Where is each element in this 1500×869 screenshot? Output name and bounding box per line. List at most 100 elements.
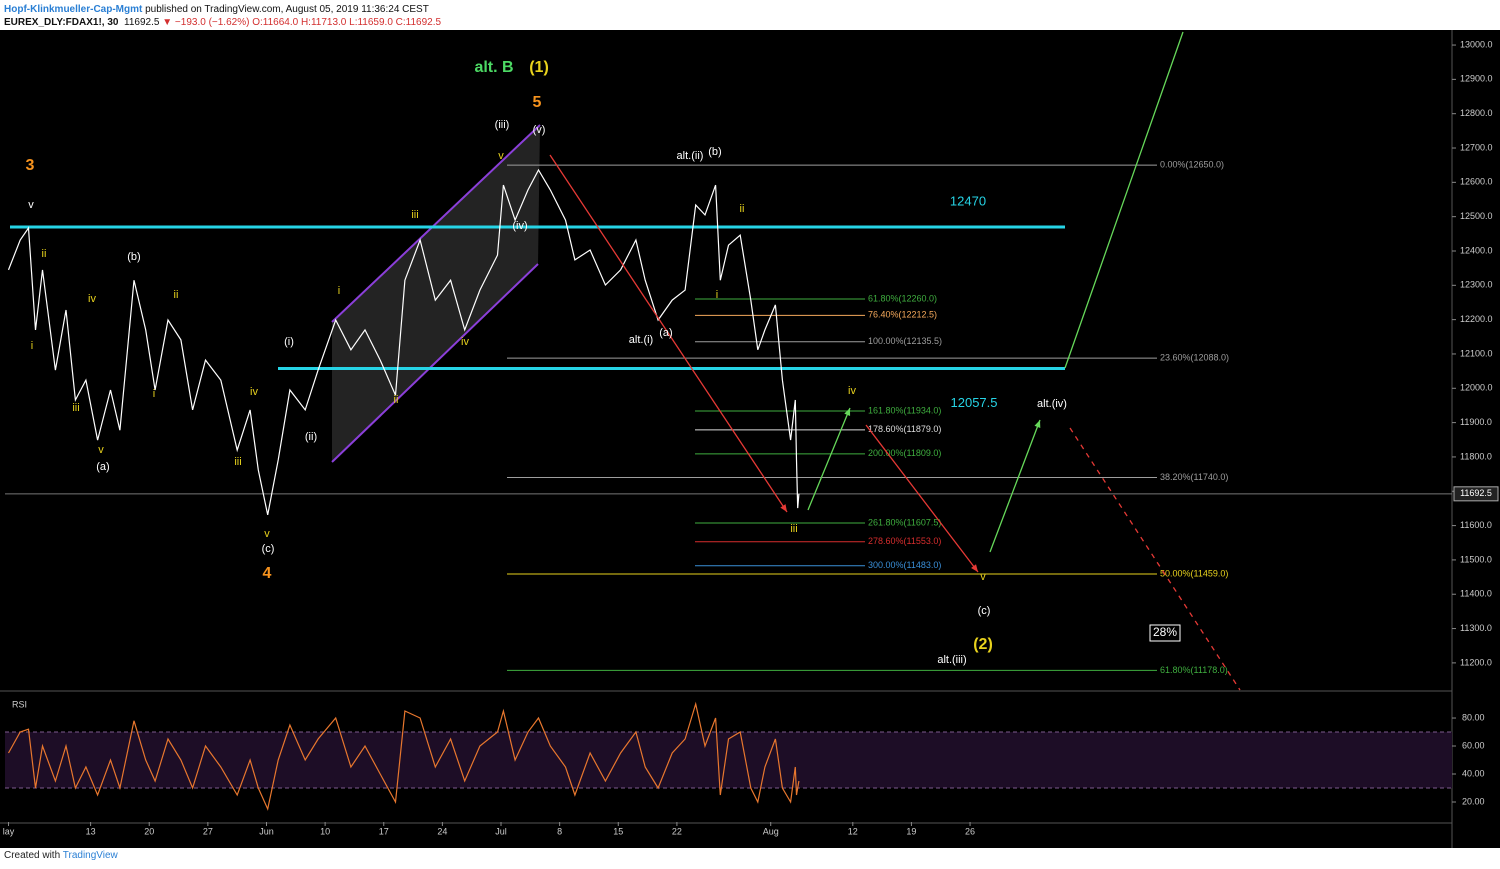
fib-label: 38.20%(11740.0) bbox=[1160, 472, 1228, 482]
x-tick-label: Aug bbox=[763, 826, 779, 836]
x-tick-label: 24 bbox=[437, 826, 447, 836]
x-tick-label: 19 bbox=[906, 826, 916, 836]
low: L:11659.0 bbox=[349, 17, 393, 28]
wave-label: iv bbox=[250, 386, 258, 398]
x-tick-label: 17 bbox=[379, 826, 389, 836]
wave-label: iii bbox=[790, 523, 797, 535]
x-tick-label: 13 bbox=[86, 826, 96, 836]
x-tick-label: 20 bbox=[144, 826, 154, 836]
percent-label: 28% bbox=[1153, 625, 1177, 639]
y-tick-label: 12500.0 bbox=[1460, 211, 1493, 221]
y-tick-label: 11600.0 bbox=[1460, 520, 1492, 530]
x-tick-label: 15 bbox=[613, 826, 623, 836]
y-tick-label: 80.00 bbox=[1462, 712, 1485, 722]
chart: RSI 28% 11200.0 11300.0 11400.0 11500.0 1160… bbox=[0, 30, 1500, 848]
x-tick-label: 12 bbox=[848, 826, 858, 836]
x-tick-label: 8 bbox=[557, 826, 562, 836]
wave-label: (ii) bbox=[305, 431, 317, 443]
wave-label: (iv) bbox=[512, 220, 527, 232]
fib-label: 61.80%(11178.0) bbox=[1160, 665, 1228, 675]
channel-fill bbox=[332, 125, 540, 462]
wave-label: iii bbox=[234, 456, 241, 468]
arrow: ▼ bbox=[162, 17, 173, 28]
wave-label: (b) bbox=[708, 146, 721, 158]
wave-label: i bbox=[716, 289, 718, 301]
wave-label: (c) bbox=[262, 543, 275, 555]
wave-label: i bbox=[153, 388, 155, 400]
wave-label: 3 bbox=[26, 157, 35, 174]
wave-label: (b) bbox=[127, 251, 140, 263]
author[interactable]: Hopf-Klinkmueller-Cap-Mgmt bbox=[4, 4, 143, 15]
rsi-title: RSI bbox=[12, 699, 27, 709]
wave-label: alt.(iv) bbox=[1037, 398, 1067, 410]
arrow-line bbox=[549, 154, 788, 513]
arrow-head bbox=[971, 564, 978, 572]
y-tick-label: 60.00 bbox=[1462, 740, 1485, 750]
arrow-line bbox=[989, 419, 1041, 553]
fib-label: 200.00%(11809.0) bbox=[868, 448, 941, 458]
y-tick-label: 11300.0 bbox=[1460, 623, 1492, 633]
wave-label: i bbox=[31, 340, 33, 352]
fib-label: 278.60%(11553.0) bbox=[868, 536, 941, 546]
wave-label: i bbox=[338, 285, 340, 297]
y-tick-label: 12900.0 bbox=[1460, 74, 1493, 84]
header: Hopf-Klinkmueller-Cap-Mgmt published on … bbox=[4, 3, 441, 29]
published: published on TradingView.com, August 05,… bbox=[145, 4, 429, 15]
wave-label: alt.(ii) bbox=[677, 150, 704, 162]
header-line-1: Hopf-Klinkmueller-Cap-Mgmt published on … bbox=[4, 3, 441, 16]
wave-label: v bbox=[498, 150, 504, 162]
channel-line bbox=[331, 263, 539, 463]
wave-label: ii bbox=[174, 289, 179, 301]
wave-label: (a) bbox=[659, 327, 672, 339]
wave-label: iii bbox=[411, 209, 418, 221]
brand[interactable]: TradingView bbox=[62, 850, 118, 861]
fib-label: 178.60%(11879.0) bbox=[868, 424, 941, 434]
high: H:11713.0 bbox=[300, 17, 347, 28]
x-tick-label: Jun bbox=[259, 826, 274, 836]
wave-label: iv bbox=[848, 385, 856, 397]
y-tick-label: 13000.0 bbox=[1460, 39, 1493, 49]
arrow-head bbox=[844, 408, 851, 416]
fib-label: 261.80%(11607.5) bbox=[868, 517, 941, 527]
symbol: EUREX_DLY:FDAX1!, 30 bbox=[4, 17, 119, 28]
y-tick-label: 11400.0 bbox=[1460, 589, 1492, 599]
fib-label: 0.00%(12650.0) bbox=[1160, 160, 1224, 170]
arrow-line bbox=[807, 407, 851, 511]
y-tick-label: 12100.0 bbox=[1460, 348, 1493, 358]
background bbox=[0, 30, 1500, 848]
wave-label: v bbox=[98, 444, 104, 456]
y-tick-label: 11200.0 bbox=[1460, 657, 1492, 667]
wave-label: alt.(i) bbox=[629, 334, 653, 346]
wave-label: iii bbox=[72, 402, 79, 414]
x-tick-label: 26 bbox=[965, 826, 975, 836]
last-price-tag bbox=[1453, 486, 1499, 502]
level-label: 12470 bbox=[950, 193, 986, 208]
wave-label: (a) bbox=[96, 461, 109, 473]
y-tick-label: 12600.0 bbox=[1460, 177, 1493, 187]
wave-label: (c) bbox=[978, 605, 991, 617]
wave-label: ii bbox=[394, 394, 399, 406]
y-tick-label: 11900.0 bbox=[1460, 417, 1492, 427]
y-tick-label: 12700.0 bbox=[1460, 142, 1493, 152]
fib-label: 23.60%(12088.0) bbox=[1160, 352, 1229, 362]
last: 11692.5 bbox=[124, 17, 160, 28]
x-tick-label: lay bbox=[3, 826, 15, 836]
footer: Created with TradingView bbox=[4, 850, 118, 861]
wave-label: 5 bbox=[533, 94, 542, 111]
wave-label: v bbox=[264, 528, 270, 540]
wave-label: alt. B bbox=[474, 59, 513, 76]
y-tick-label: 11500.0 bbox=[1460, 554, 1492, 564]
y-tick-label: 11800.0 bbox=[1460, 451, 1492, 461]
y-tick-label: 12200.0 bbox=[1460, 314, 1493, 324]
trend-line bbox=[1064, 31, 1184, 369]
series-line bbox=[7, 168, 800, 516]
wave-label: iv bbox=[461, 336, 469, 348]
wave-label: v bbox=[980, 571, 986, 583]
y-tick-label: 12300.0 bbox=[1460, 280, 1493, 290]
wave-label: (v) bbox=[533, 124, 546, 136]
level-label: 12057.5 bbox=[951, 395, 998, 410]
fib-label: 50.00%(11459.0) bbox=[1160, 568, 1228, 578]
wave-label: alt.(iii) bbox=[937, 654, 966, 666]
open: O:11664.0 bbox=[252, 17, 299, 28]
x-tick-label: Jul bbox=[495, 826, 507, 836]
